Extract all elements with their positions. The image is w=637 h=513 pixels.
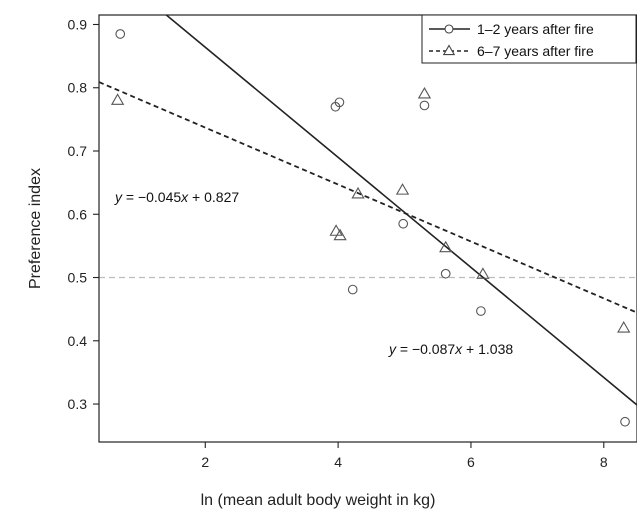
data-point-series-2 bbox=[333, 228, 347, 241]
data-point-series-1 bbox=[334, 97, 345, 108]
data-point-series-1 bbox=[476, 306, 486, 316]
equation-series-2: y = −0.045x + 0.827 bbox=[114, 189, 239, 205]
x-tick-label: 4 bbox=[334, 454, 342, 470]
legend-marker-circle bbox=[444, 24, 454, 34]
x-tick-label: 8 bbox=[600, 454, 608, 470]
y-tick-label: 0.4 bbox=[68, 333, 88, 349]
data-point-series-2 bbox=[617, 321, 631, 333]
y-tick-label: 0.3 bbox=[68, 396, 88, 412]
data-point-series-2 bbox=[476, 267, 490, 279]
y-tick-label: 0.5 bbox=[68, 270, 88, 286]
data-point-series-2 bbox=[110, 93, 125, 105]
data-point-series-1 bbox=[620, 416, 630, 427]
plot-frame bbox=[98, 14, 637, 443]
legend-marker-triangle bbox=[442, 44, 456, 56]
y-tick-label: 0.7 bbox=[68, 143, 88, 159]
data-point-series-1 bbox=[347, 284, 358, 295]
x-axis-label: ln (mean adult body weight in kg) bbox=[201, 492, 436, 509]
legend-label-series-2: 6–7 years after fire bbox=[477, 43, 594, 59]
data-point-series-1 bbox=[419, 100, 430, 111]
data-point-series-2 bbox=[439, 240, 453, 253]
y-tick-label: 0.9 bbox=[68, 16, 88, 32]
legend-box bbox=[421, 14, 637, 64]
x-tick-label: 2 bbox=[201, 454, 209, 470]
data-point-series-1 bbox=[115, 29, 126, 39]
x-tick-label: 6 bbox=[467, 454, 475, 470]
data-point-series-1 bbox=[440, 268, 451, 279]
legend-label-series-1: 1–2 years after fire bbox=[477, 21, 594, 37]
y-axis-label: Preference index bbox=[27, 168, 44, 289]
data-point-series-2 bbox=[351, 186, 365, 199]
y-tick-label: 0.6 bbox=[68, 206, 88, 222]
data-point-series-2 bbox=[395, 183, 410, 195]
data-point-series-2 bbox=[329, 224, 343, 236]
y-tick-label: 0.8 bbox=[68, 80, 88, 96]
fit-line-series-1 bbox=[165, 15, 637, 406]
data-point-series-2 bbox=[417, 86, 432, 99]
data-point-series-1 bbox=[398, 218, 409, 229]
fit-line-series-2 bbox=[99, 81, 637, 314]
legend: 1–2 years after fire 6–7 years after fir… bbox=[421, 14, 637, 64]
equation-series-1: y = −0.087x + 1.038 bbox=[388, 341, 513, 357]
